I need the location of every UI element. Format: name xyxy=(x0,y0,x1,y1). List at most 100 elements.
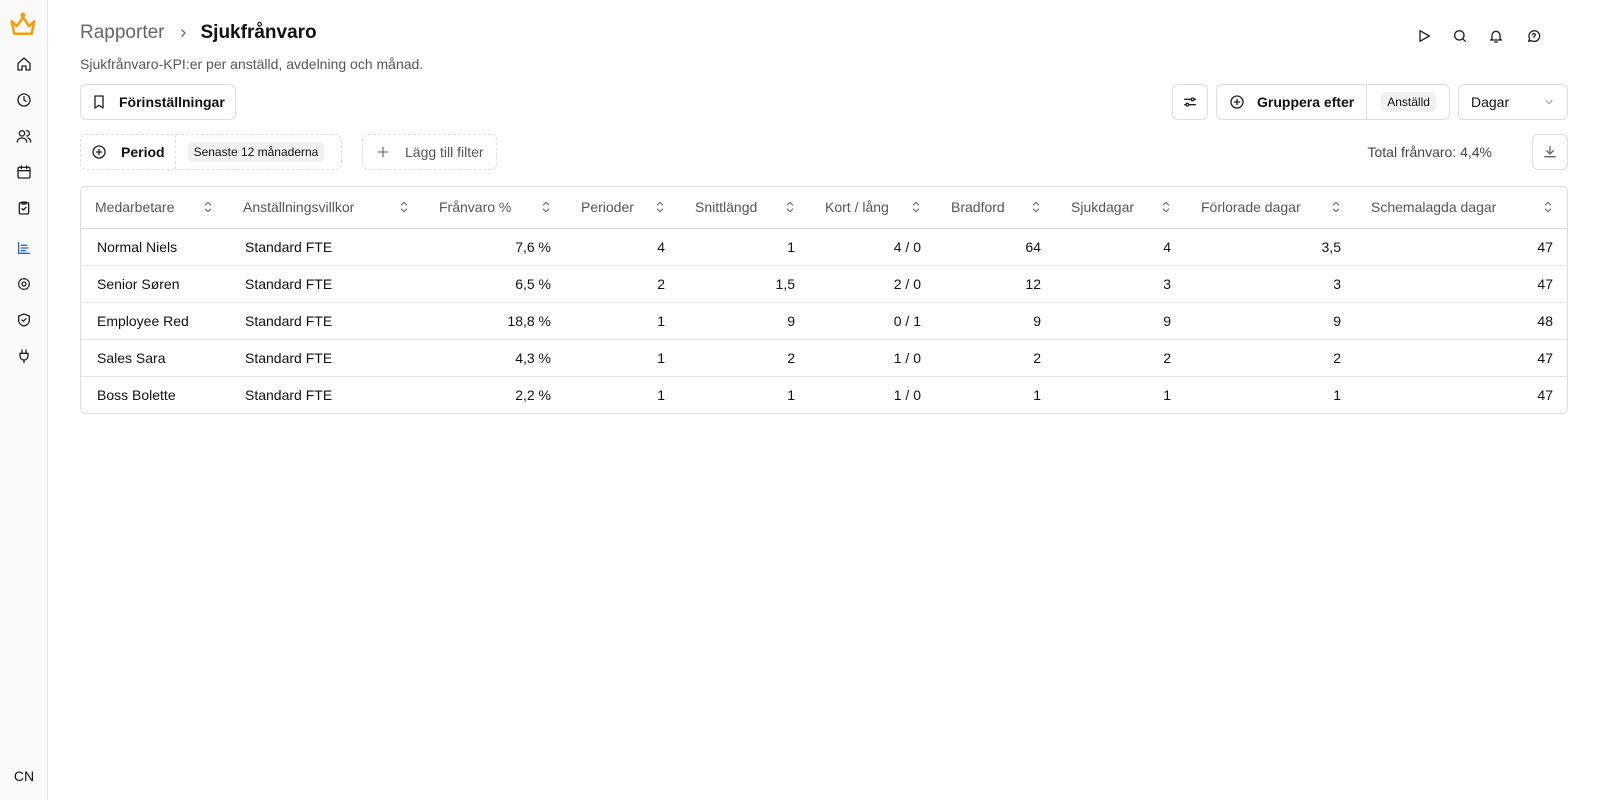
sort-icon[interactable] xyxy=(1541,200,1555,214)
table-row[interactable]: Boss Bolette Standard FTE 2,2 % 1 1 1 / 0 1 1 1 4… xyxy=(81,376,1567,413)
search-button[interactable] xyxy=(1452,28,1468,44)
absence-table: Medarbetare Anställningsvillkor Frånvaro %… xyxy=(81,187,1567,413)
table-container: Medarbetare Anställningsvillkor Frånvaro %… xyxy=(80,186,1568,414)
unit-value: Dagar xyxy=(1471,94,1510,110)
group-by-button[interactable]: Gruppera efter Anställd xyxy=(1216,84,1450,120)
help-button[interactable] xyxy=(1526,28,1542,44)
sort-icon[interactable] xyxy=(201,200,215,214)
table-cell: Employee Red xyxy=(81,302,229,340)
table-cell: 1 xyxy=(657,386,665,403)
nav-reports[interactable] xyxy=(16,240,32,256)
column-label: Schemalagda dagar xyxy=(1371,199,1497,216)
table-cell: 4 xyxy=(567,228,681,266)
sort-icon[interactable] xyxy=(397,200,411,214)
table-cell: 2 xyxy=(1187,339,1357,377)
table-cell: 9 xyxy=(681,302,811,340)
user-avatar[interactable]: CN xyxy=(13,768,35,784)
table-cell: 47 xyxy=(1357,228,1567,266)
breadcrumb-link[interactable]: Rapporter xyxy=(80,22,165,43)
sort-icon[interactable] xyxy=(1029,200,1043,214)
nav-tasks[interactable] xyxy=(16,200,32,216)
table-cell: 47 xyxy=(1537,386,1553,403)
unit-select[interactable]: Dagar xyxy=(1458,84,1568,120)
download-button[interactable] xyxy=(1532,134,1568,170)
table-cell: 4,3 % xyxy=(425,339,567,377)
sort-icon[interactable] xyxy=(909,200,923,214)
sort-icon[interactable] xyxy=(653,200,667,214)
table-cell: 2 xyxy=(937,339,1057,377)
nav-people[interactable] xyxy=(16,128,32,144)
table-cell: 7,6 % xyxy=(425,228,567,266)
table-cell: 1 xyxy=(1033,386,1041,403)
column-header[interactable]: Perioder xyxy=(567,187,681,229)
presets-label: Förinställningar xyxy=(119,94,225,110)
columns-button[interactable] xyxy=(1172,84,1208,120)
table-cell: 3,5 xyxy=(1187,228,1357,266)
column-label: Perioder xyxy=(581,199,634,216)
table-cell: 4 / 0 xyxy=(811,228,937,266)
table-cell: Standard FTE xyxy=(229,339,425,377)
table-cell: 1 xyxy=(787,386,795,403)
sidebar: CN xyxy=(0,0,48,800)
logo xyxy=(10,12,36,35)
period-filter[interactable]: Period Senaste 12 månaderna xyxy=(80,134,342,170)
table-row[interactable]: Normal Niels Standard FTE 7,6 % 4 1 4 / 0 64 4 3… xyxy=(81,228,1567,266)
chevron-down xyxy=(1545,100,1553,104)
table-cell: Senior Søren xyxy=(81,265,229,303)
period-value: Senaste 12 månaderna xyxy=(187,142,325,162)
table-cell: 2 / 0 xyxy=(811,265,937,303)
nav-time[interactable] xyxy=(16,92,32,108)
sort-icon[interactable] xyxy=(539,200,553,214)
table-cell: 47 xyxy=(1357,339,1567,377)
sort-icon[interactable] xyxy=(1329,200,1343,214)
column-header[interactable]: Frånvaro % xyxy=(425,187,567,229)
table-row[interactable]: Sales Sara Standard FTE 4,3 % 1 2 1 / 0 2 2 2 47 xyxy=(81,339,1567,377)
nav-security[interactable] xyxy=(16,312,32,328)
table-cell: 2 xyxy=(1057,339,1187,377)
notifications-button[interactable] xyxy=(1488,28,1504,44)
column-label: Sjukdagar xyxy=(1071,199,1135,216)
table-cell: 1 / 0 xyxy=(811,339,937,377)
table-cell: 1 / 0 xyxy=(893,386,921,403)
add-filter-label: Lägg till filter xyxy=(405,144,484,160)
table-cell: 18,8 % xyxy=(425,302,567,340)
column-header[interactable]: Medarbetare xyxy=(81,187,229,229)
play-button[interactable] xyxy=(1416,28,1432,44)
table-cell: 1,5 xyxy=(681,265,811,303)
table-cell: 0 / 1 xyxy=(811,302,937,340)
column-label: Bradford xyxy=(951,199,1005,216)
column-header[interactable]: Snittlängd xyxy=(681,187,811,229)
column-label: Anställningsvillkor xyxy=(243,199,355,216)
plus-circle-icon xyxy=(1230,95,1244,109)
table-cell: Standard FTE xyxy=(229,265,425,303)
table-cell: 4 xyxy=(1057,228,1187,266)
column-header[interactable]: Bradford xyxy=(937,187,1057,229)
nav-settings[interactable] xyxy=(16,276,32,292)
nav-integrations[interactable] xyxy=(16,348,32,364)
column-header[interactable]: Förlorade dagar xyxy=(1187,187,1357,229)
table-cell: 1 xyxy=(1333,386,1341,403)
table-cell: 1 xyxy=(1163,386,1171,403)
table-cell: 47 xyxy=(1357,265,1567,303)
table-cell: Sales Sara xyxy=(81,339,229,377)
table-cell: 2,2 % xyxy=(515,386,551,403)
total-absence: Total frånvaro: 4,4% xyxy=(1367,144,1492,160)
nav-calendar[interactable] xyxy=(16,164,32,180)
table-cell: 2 xyxy=(567,265,681,303)
sort-icon[interactable] xyxy=(783,200,797,214)
subtitle: Sjukfrånvaro-KPI:er per anställd, avdeln… xyxy=(80,56,424,72)
sort-icon[interactable] xyxy=(1159,200,1173,214)
nav-home[interactable] xyxy=(16,56,32,72)
add-filter-button[interactable]: Lägg till filter xyxy=(362,134,497,170)
table-row[interactable]: Senior Søren Standard FTE 6,5 % 2 1,5 2 / 0 12… xyxy=(81,265,1567,303)
column-header[interactable]: Anställningsvillkor xyxy=(229,187,425,229)
table-cell: 1 xyxy=(567,339,681,377)
column-header[interactable]: Kort / lång xyxy=(811,187,937,229)
column-header[interactable]: Sjukdagar xyxy=(1057,187,1187,229)
table-cell: 6,5 % xyxy=(425,265,567,303)
table-cell: 64 xyxy=(937,228,1057,266)
presets-button[interactable]: Förinställningar xyxy=(80,84,236,120)
column-header[interactable]: Schemalagda dagar xyxy=(1357,187,1567,229)
